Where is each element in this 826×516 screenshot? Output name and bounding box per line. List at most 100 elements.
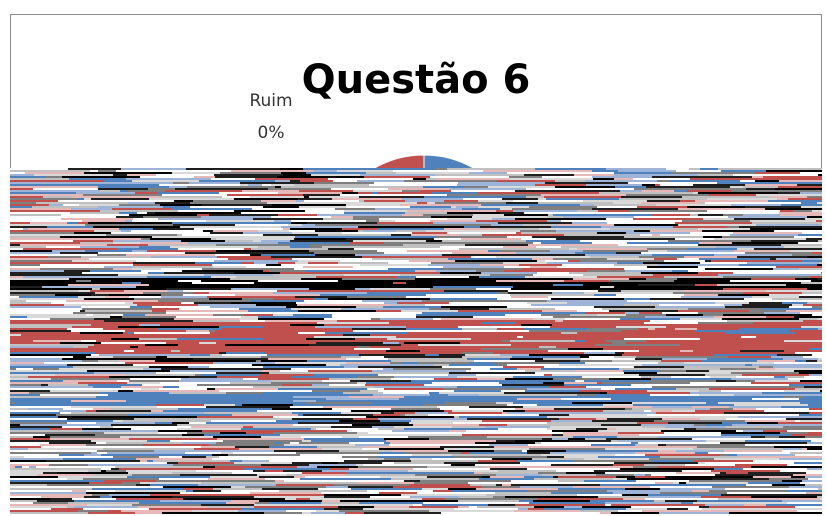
noise-streak-1602 [777, 354, 812, 356]
noise-streak-572 [802, 232, 822, 234]
noise-streak-2448 [10, 454, 59, 456]
noise-streak-598 [436, 236, 507, 238]
noise-streak-1564 [10, 352, 95, 354]
noise-streak-2955 [264, 512, 302, 514]
noise-streak-149 [10, 186, 98, 188]
noise-streak-2853 [458, 500, 519, 502]
noise-streak-520 [153, 228, 194, 230]
noise-streak-1339 [10, 326, 72, 328]
noise-streak-2634 [415, 474, 496, 476]
noise-streak-858 [132, 268, 161, 270]
noise-streak-2896 [74, 506, 138, 508]
noise-streak-1964 [783, 396, 804, 398]
noise-streak-1527 [10, 348, 64, 350]
noise-streak-2827 [50, 498, 72, 500]
noise-streak-2071 [59, 410, 86, 412]
noise-streak-2625 [93, 474, 132, 476]
noise-streak-2067 [756, 408, 809, 410]
noise-streak-1038 [723, 288, 807, 290]
noise-streak-105 [275, 180, 290, 182]
noise-streak-2731 [805, 484, 822, 486]
noise-streak-2145 [211, 418, 292, 420]
noise-streak-2422 [494, 450, 522, 452]
noise-streak-2311 [129, 438, 217, 440]
noise-streak-469 [67, 222, 78, 224]
noise-streak-1493 [626, 342, 720, 344]
noise-streak-109 [357, 180, 404, 182]
noise-streak-870 [799, 268, 822, 270]
noise-streak-1980 [799, 398, 822, 400]
noise-streak-2465 [737, 454, 795, 456]
noise-streak-49 [800, 172, 822, 174]
noise-streak-2302 [573, 436, 617, 438]
noise-streak-2405 [379, 448, 444, 450]
noise-streak-1011 [145, 286, 152, 288]
noise-streak-1548 [134, 350, 171, 352]
noise-streak-2066 [733, 408, 756, 410]
noise-streak-2209 [100, 426, 113, 428]
noise-streak-2712 [748, 482, 800, 484]
noise-streak-2794 [10, 494, 92, 496]
noise-streak-1831 [10, 382, 78, 384]
noise-streak-1863 [564, 384, 631, 386]
noise-streak-2823 [701, 496, 751, 498]
noise-streak-2278 [10, 434, 45, 436]
noise-streak-792 [214, 260, 298, 262]
noise-streak-806 [104, 262, 133, 264]
noise-streak-1496 [810, 342, 822, 344]
noise-streak-1838 [366, 382, 432, 384]
noise-streak-322 [731, 204, 781, 206]
noise-streak-2167 [482, 420, 551, 422]
noise-streak-474 [291, 222, 307, 224]
noise-streak-566 [521, 232, 597, 234]
noise-streak-259 [463, 198, 502, 200]
noise-streak-1311 [317, 322, 389, 324]
noise-streak-402 [504, 214, 548, 216]
noise-streak-819 [617, 262, 643, 264]
noise-streak-2313 [304, 438, 384, 440]
noise-streak-1251 [541, 314, 570, 316]
noise-streak-636 [668, 240, 751, 242]
noise-streak-1869 [121, 386, 163, 388]
noise-streak-2477 [454, 456, 547, 458]
noise-streak-510 [551, 226, 601, 228]
noise-streak-249 [10, 198, 77, 200]
noise-streak-2418 [274, 450, 339, 452]
noise-streak-2420 [393, 450, 448, 452]
noise-streak-2162 [211, 420, 276, 422]
noise-streak-3 [186, 168, 269, 170]
noise-streak-1150 [567, 302, 632, 304]
noise-streak-2246 [158, 430, 202, 432]
noise-streak-1366 [406, 328, 462, 330]
noise-streak-745 [215, 254, 250, 256]
noise-streak-1739 [466, 370, 525, 372]
noise-streak-1476 [10, 342, 60, 344]
noise-streak-222 [340, 194, 428, 196]
noise-streak-2084 [603, 410, 644, 412]
noise-streak-816 [431, 262, 503, 264]
noise-streak-1579 [615, 352, 624, 354]
noise-streak-2812 [112, 496, 172, 498]
noise-streak-505 [281, 226, 358, 228]
noise-streak-262 [546, 198, 619, 200]
noise-streak-296 [427, 202, 435, 204]
noise-streak-1714 [143, 368, 161, 370]
noise-streak-1360 [103, 328, 158, 330]
noise-streak-51 [34, 174, 108, 176]
noise-streak-99 [754, 178, 822, 180]
noise-streak-2144 [134, 418, 211, 420]
noise-streak-839 [817, 264, 822, 266]
noise-streak-563 [447, 232, 498, 234]
noise-streak-644 [278, 242, 350, 244]
noise-streak-2636 [542, 474, 596, 476]
noise-streak-1617 [589, 356, 614, 358]
noise-streak-2750 [183, 488, 213, 490]
noise-streak-1008 [10, 286, 42, 288]
noise-streak-1645 [220, 360, 256, 362]
noise-streak-928 [479, 276, 525, 278]
noise-streak-1738 [415, 370, 466, 372]
noise-streak-1850 [10, 384, 15, 386]
noise-streak-2924 [528, 508, 544, 510]
noise-streak-2894 [10, 506, 67, 508]
noise-streak-508 [464, 226, 480, 228]
